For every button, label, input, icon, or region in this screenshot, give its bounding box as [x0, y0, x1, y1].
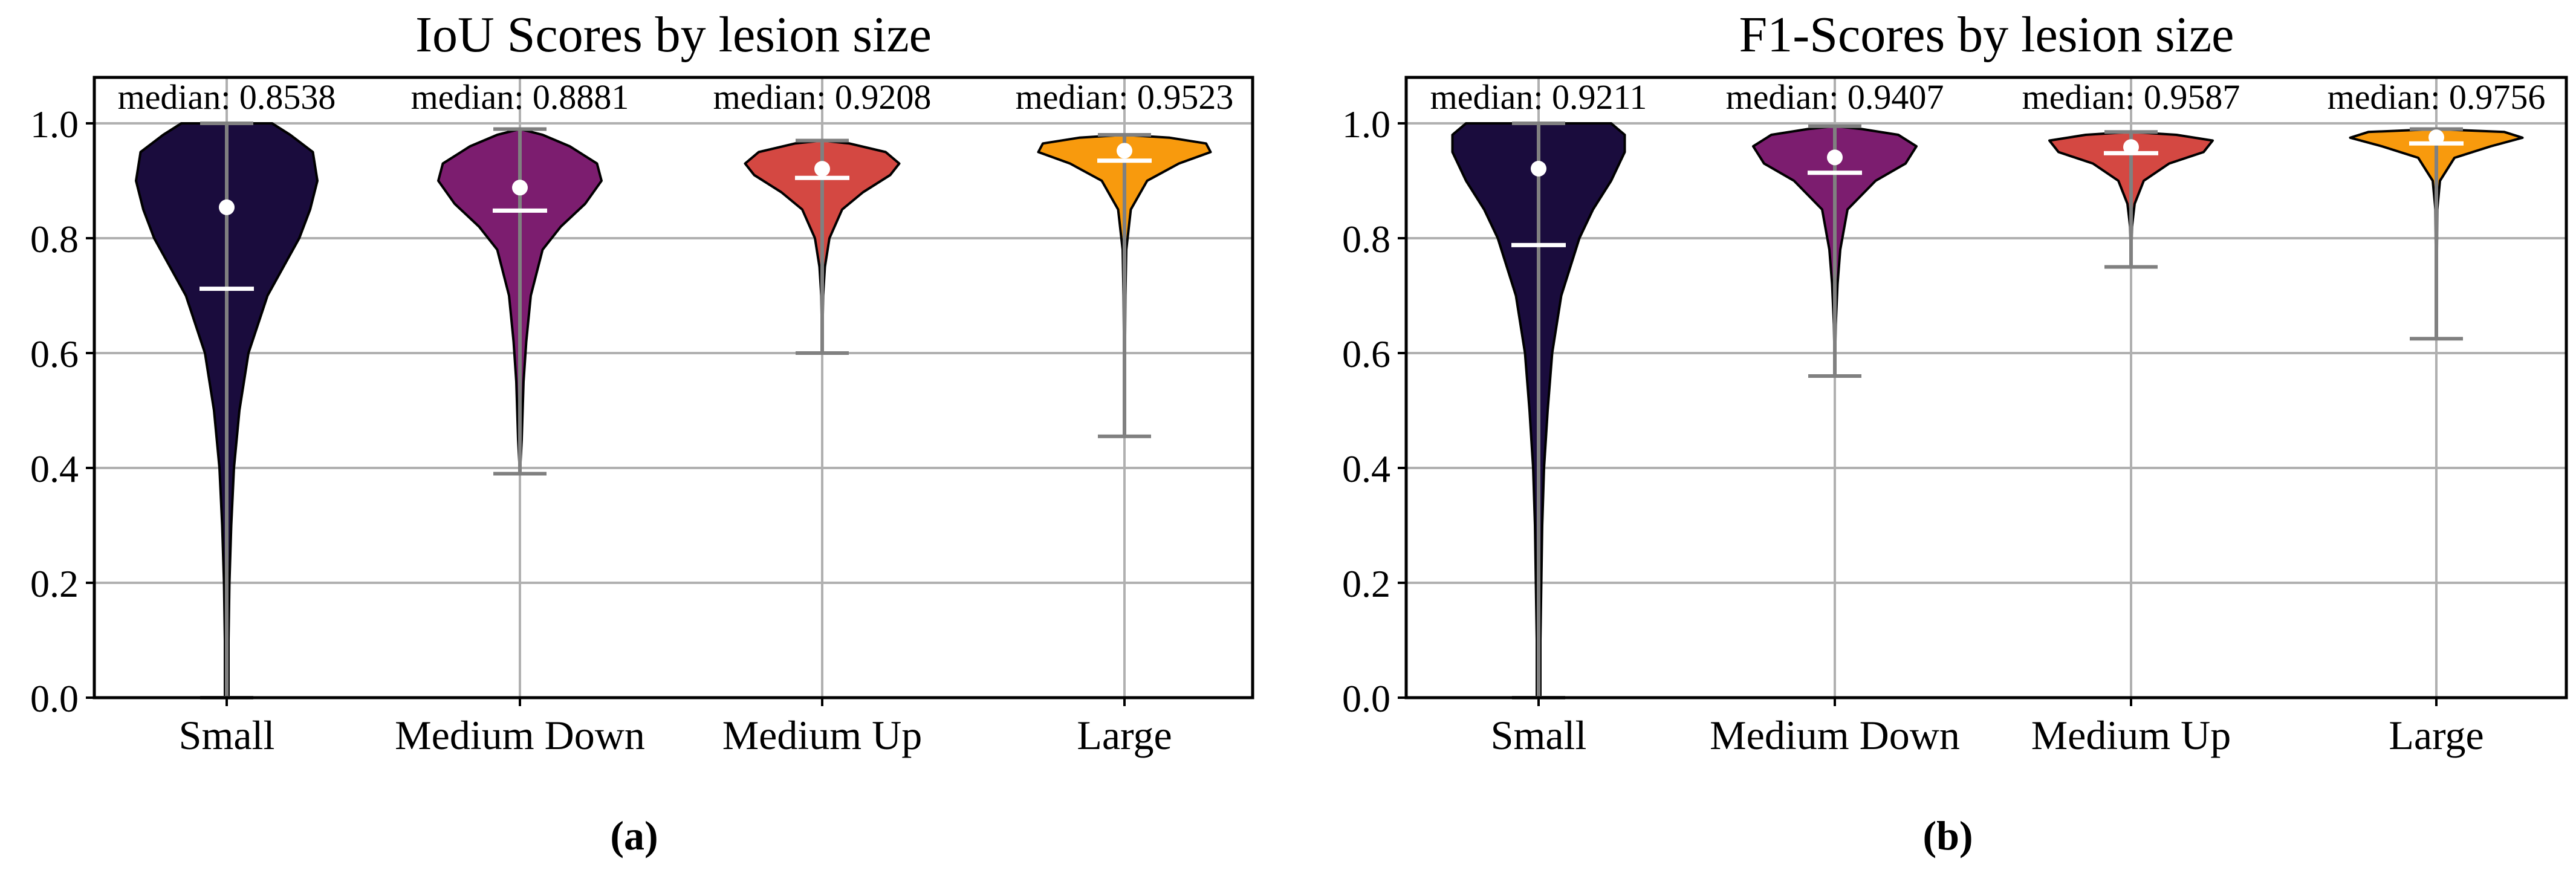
y-tick-label: 0.2 [1342, 562, 1390, 605]
y-tick-label: 0.8 [1342, 218, 1390, 261]
x-tick-label: Small [1491, 712, 1587, 758]
chart-panel-b: median: 0.9211 Small median: 0.9407 Medium … [1342, 7, 2568, 858]
y-tick-label: 0.6 [30, 333, 79, 375]
x-tick-label: Small [179, 712, 275, 758]
median-label: median: 0.8538 [118, 77, 336, 117]
y-tick-label: 0.0 [1342, 677, 1390, 720]
x-tick-label: Medium Down [395, 712, 645, 758]
violin-large: median: 0.9523 [1016, 77, 1234, 438]
median-label: median: 0.9587 [2022, 77, 2240, 117]
panel-label: (b) [1922, 813, 1973, 858]
violin-medium-down: median: 0.8881 [411, 77, 629, 476]
plot-frame [1404, 76, 2568, 699]
violin-median-marker [219, 199, 235, 215]
y-tick-label: 1.0 [30, 103, 79, 146]
violin-median-marker [1117, 143, 1132, 159]
median-label: median: 0.9523 [1016, 77, 1234, 117]
y-tick-label: 1.0 [1342, 103, 1390, 146]
chart-title: IoU Scores by lesion size [415, 7, 932, 63]
violin-median-marker [814, 161, 830, 177]
y-tick-label: 0.0 [30, 677, 79, 720]
median-label: median: 0.9208 [713, 77, 932, 117]
x-tick-label: Large [1077, 712, 1172, 758]
violin-medium-down: median: 0.9407 [1726, 77, 1944, 378]
plot-frame [92, 76, 1254, 699]
median-label: median: 0.9407 [1726, 77, 1944, 117]
violin-median-marker [1827, 149, 1843, 166]
median-label: median: 0.9211 [1430, 77, 1647, 117]
violin-median-marker [512, 180, 528, 196]
y-tick-label: 0.8 [30, 218, 79, 261]
y-tick-label: 0.4 [30, 447, 79, 490]
violin-median-marker [2123, 139, 2139, 155]
violin-small: median: 0.8538 [118, 77, 336, 699]
chart-panel-a: median: 0.8538 Small median: 0.8881 Medium … [30, 7, 1254, 858]
panel-label: (a) [610, 813, 658, 858]
median-label: median: 0.9756 [2328, 77, 2546, 117]
x-tick-label: Medium Up [722, 712, 923, 758]
x-tick-label: Medium Up [2031, 712, 2231, 758]
y-tick-label: 0.2 [30, 562, 79, 605]
violin-medium-up: median: 0.9587 [2022, 77, 2240, 269]
y-tick-label: 0.4 [1342, 447, 1390, 490]
x-tick-label: Large [2389, 712, 2484, 758]
violin-median-marker [1531, 160, 1546, 177]
chart-title: F1-Scores by lesion size [1739, 7, 2234, 63]
violin-large: median: 0.9756 [2328, 77, 2546, 341]
median-label: median: 0.8881 [411, 77, 629, 117]
violin-small: median: 0.9211 [1430, 77, 1647, 699]
y-tick-label: 0.6 [1342, 333, 1390, 375]
violin-medium-up: median: 0.9208 [713, 77, 932, 355]
violin-median-marker [2428, 129, 2444, 146]
x-tick-label: Medium Down [1710, 712, 1960, 758]
